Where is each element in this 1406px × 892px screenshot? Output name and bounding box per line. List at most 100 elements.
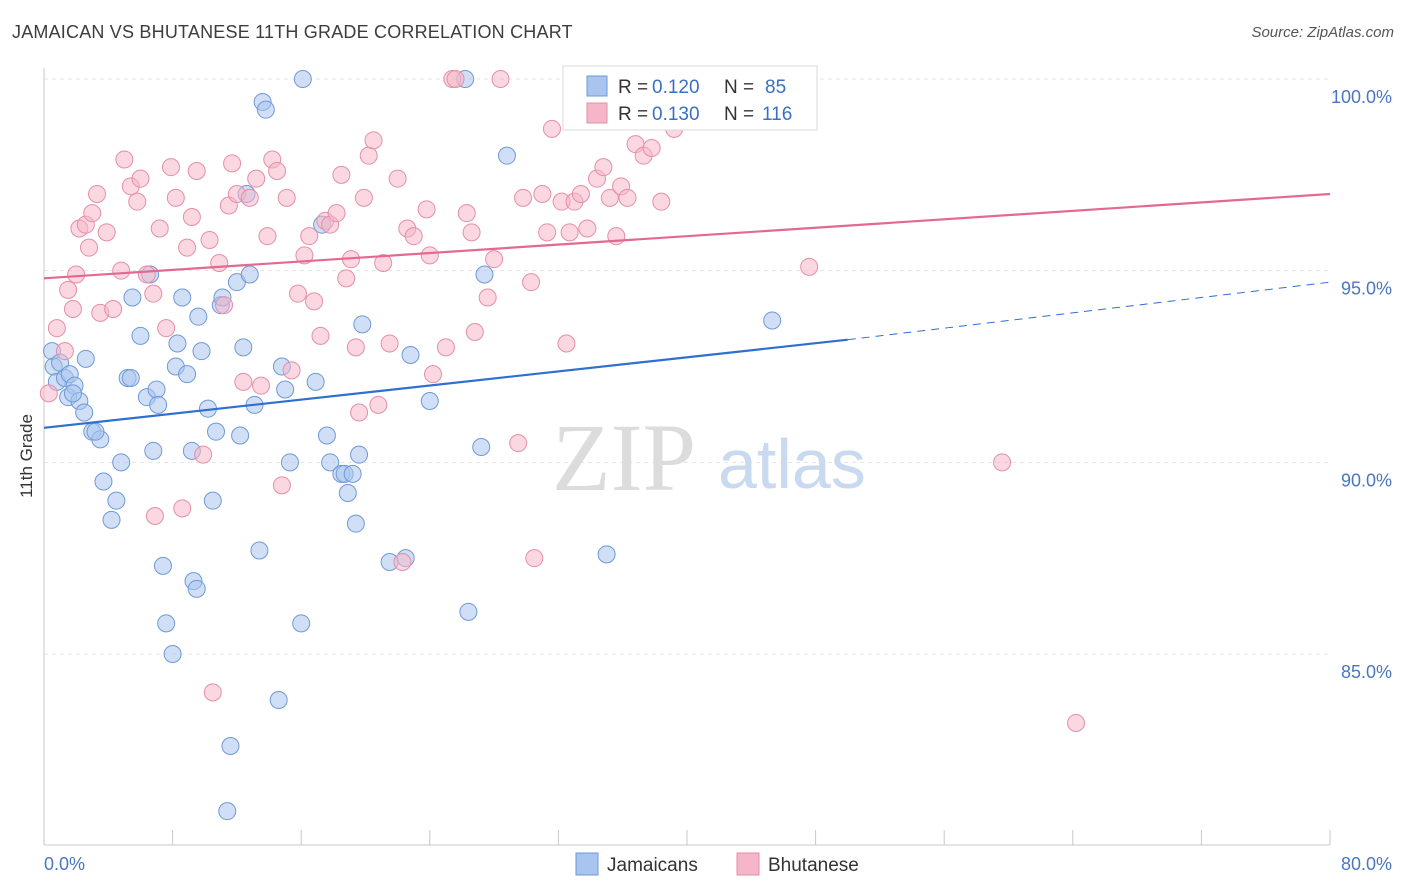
point-bhutanese [417,200,436,219]
point-bhutanese [67,265,86,284]
bottom-legend-swatch-jamaicans [575,852,599,876]
y-tick-label: 100.0% [1331,87,1392,107]
legend-n-value-2: 116 [762,104,792,125]
point-bhutanese [144,284,163,303]
point-jamaicans [321,453,340,472]
point-jamaicans [94,472,113,491]
point-bhutanese [282,361,301,380]
point-jamaicans [350,445,369,464]
trend-line-jamaicans-extension [847,281,1331,341]
y-tick-label: 95.0% [1341,279,1392,299]
y-axis-title: 11th Grade [17,414,36,498]
point-bhutanese [150,219,169,238]
legend-r-value-2: 0.130 [652,104,700,125]
point-jamaicans [168,334,187,353]
point-bhutanese [465,323,484,341]
point-bhutanese [97,223,116,242]
trend-line-bhutanese [43,192,1331,280]
point-bhutanese [478,288,497,307]
point-bhutanese [332,165,351,184]
point-bhutanese [350,403,369,422]
point-jamaicans [187,579,206,598]
point-bhutanese [424,365,443,384]
watermark-zip: ZIP [552,404,696,511]
point-bhutanese [173,499,192,518]
legend-swatch-bhutanese [586,102,608,124]
point-bhutanese [993,453,1012,472]
point-bhutanese [247,169,266,188]
point-bhutanese [462,223,481,242]
point-jamaicans [149,395,168,414]
point-bhutanese [578,219,597,238]
point-jamaicans [75,403,94,422]
legend-r-value-1: 0.120 [652,77,700,98]
point-bhutanese [369,395,388,414]
bottom-legend: Jamaicans Bhutanese [575,852,859,876]
point-bhutanese [258,227,277,246]
point-bhutanese [112,261,131,280]
point-jamaicans [131,326,150,345]
point-jamaicans [218,802,237,821]
legend-r-label-1: R = [618,77,648,98]
point-bhutanese [39,384,58,403]
point-bhutanese [182,208,201,226]
point-bhutanese [514,188,533,207]
point-bhutanese [327,204,346,223]
point-jamaicans [173,288,192,307]
point-bhutanese [215,296,234,315]
point-jamaicans [192,342,211,361]
point-jamaicans [343,464,362,483]
point-bhutanese [522,273,541,292]
x-tick-label-min: 0.0% [44,854,85,874]
point-jamaicans [353,315,372,334]
point-jamaicans [153,556,172,575]
point-bhutanese [354,188,373,207]
point-bhutanese [80,238,99,257]
point-bhutanese [277,188,296,207]
point-jamaicans [121,369,140,387]
point-jamaicans [256,100,275,119]
point-bhutanese [128,192,147,211]
point-jamaicans [221,737,240,755]
watermark: ZIP atlas [552,404,866,511]
chart-title: JAMAICAN VS BHUTANESE 11TH GRADE CORRELA… [12,22,573,42]
bottom-legend-swatch-bhutanese [736,852,760,876]
point-bhutanese [346,338,365,357]
point-jamaicans [63,384,82,403]
point-bhutanese [652,192,671,211]
point-bhutanese [83,204,102,223]
point-jamaicans [317,426,336,445]
legend-swatch-jamaicans [586,75,608,97]
bottom-legend-label-bhutanese: Bhutanese [768,855,859,876]
point-jamaicans [240,265,259,284]
point-jamaicans [76,349,95,368]
point-jamaicans [597,545,616,564]
point-bhutanese [359,146,378,165]
point-bhutanese [131,169,150,188]
point-bhutanese [234,372,253,391]
point-jamaicans [292,614,311,633]
point-jamaicans [459,602,478,621]
point-bhutanese [533,185,552,203]
point-bhutanese [571,185,590,203]
point-jamaicans [86,422,105,441]
point-jamaicans [189,307,208,326]
point-jamaicans [231,426,250,445]
point-bhutanese [187,162,206,180]
legend-n-value-1: 85 [765,77,786,98]
point-bhutanese [557,334,576,353]
point-bhutanese [63,300,82,318]
point-bhutanese [388,169,407,188]
point-jamaicans [102,510,121,529]
point-jamaicans [269,691,288,709]
point-jamaicans [163,645,182,663]
point-bhutanese [446,70,465,88]
x-ticks [43,830,1331,845]
point-bhutanese [55,342,74,361]
point-bhutanese [288,284,307,303]
point-jamaicans [157,614,176,633]
point-jamaicans [280,453,299,472]
point-bhutanese [137,265,156,284]
point-bhutanese [178,238,197,257]
